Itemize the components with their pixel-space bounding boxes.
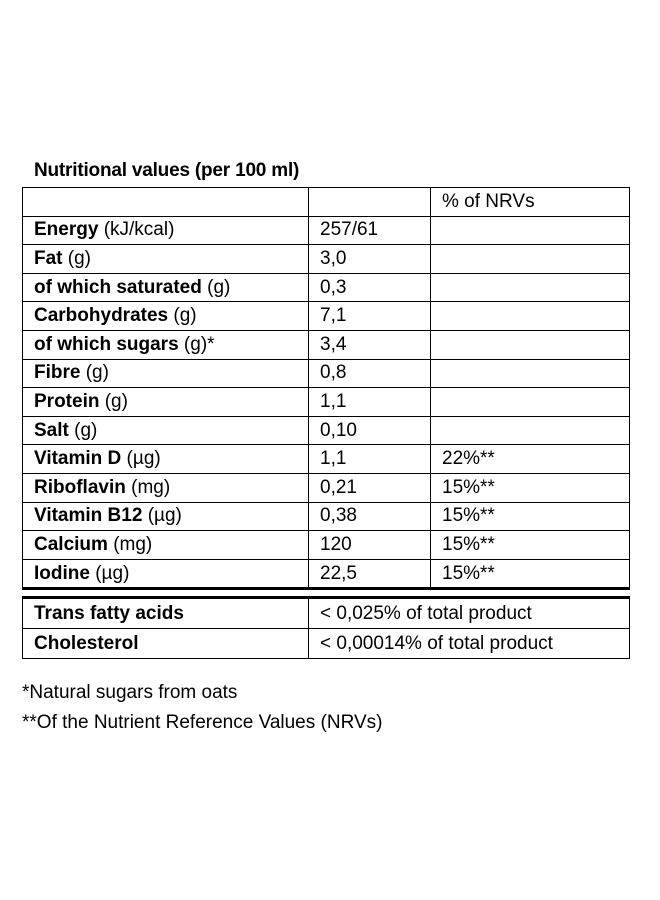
header-name-cell (22, 187, 309, 217)
nutrient-unit: (g) (168, 305, 197, 327)
footnote-nrv: **Of the Nutrient Reference Values (NRVs… (22, 712, 383, 733)
nutrient-name-cell: Fat (g) (22, 244, 309, 274)
nutrition-table: % of NRVs Energy (kJ/kcal) 257/61 Fat (g) 3… (22, 187, 630, 660)
nutrient-name-cell: of which sugars (g)* (22, 329, 309, 360)
separator-line (22, 587, 630, 600)
nutrient-nrv-cell: 22%** (430, 444, 630, 474)
table-row: Salt (g) 0,10 (22, 415, 630, 446)
nutrient-name-cell: Fibre (g) (22, 358, 309, 389)
nutrient-nrv-cell: 15%** (430, 501, 630, 532)
nutrient-name: Fibre (34, 362, 81, 384)
footnotes: *Natural sugars from oats **Of the Nutri… (22, 678, 382, 738)
nutrient-value-cell: 0,8 (308, 358, 431, 389)
nutrient-unit: (g) (80, 362, 109, 384)
nutrient-nrv-cell (430, 329, 630, 360)
nutrient-name-cell: Protein (g) (22, 387, 309, 417)
nutrient-value-cell: 3,0 (308, 244, 431, 274)
nutrient-name: Carbohydrates (34, 305, 169, 327)
nutrient-value-cell: 1,1 (308, 444, 431, 474)
table-row: Carbohydrates (g) 7,1 (22, 301, 630, 331)
table-row: Vitamin D (µg) 1,1 22%** (22, 444, 630, 474)
nutrient-name-cell: Riboflavin (mg) (22, 472, 309, 503)
table-row-extra: Trans fatty acids < 0,025% of total produ… (22, 597, 630, 630)
nutrient-nrv-cell (430, 244, 630, 274)
table-row: Energy (kJ/kcal) 257/61 (22, 215, 630, 246)
nutrient-unit: (µg) (121, 448, 161, 470)
header-row: % of NRVs (22, 187, 630, 217)
nutrient-name: Protein (34, 390, 100, 412)
nutrient-name: Salt (34, 419, 69, 441)
nutrient-name-cell: Carbohydrates (g) (22, 301, 309, 331)
nutrient-value-cell: 7,1 (308, 301, 431, 331)
nutrient-value-cell: 0,21 (308, 472, 431, 503)
table-row: Vitamin B12 (µg) 0,38 15%** (22, 501, 630, 532)
nutrient-name-cell: of which saturated (g) (22, 272, 309, 303)
table-row: Fibre (g) 0,8 (22, 358, 630, 389)
table-row-extra: Cholesterol < 0,00014% of total product (22, 628, 630, 660)
nutrient-nrv-cell (430, 358, 630, 389)
nutrient-unit: (g) (68, 419, 98, 441)
nutrient-nrv-cell (430, 272, 630, 303)
nutrient-name-cell: Vitamin D (µg) (22, 444, 309, 474)
nutrient-name-cell: Calcium (mg) (22, 530, 309, 560)
nutrient-unit: (g)* (178, 333, 215, 355)
nutrient-value-cell: 257/61 (308, 215, 431, 246)
table-row: Protein (g) 1,1 (22, 387, 630, 417)
nutrient-name-cell: Vitamin B12 (µg) (22, 501, 309, 532)
nutrient-unit: (g) (62, 247, 91, 269)
table-row: Iodine (µg) 22,5 15%** (22, 558, 630, 590)
nutrient-name: Vitamin B12 (34, 505, 143, 527)
nutrient-value-cell: 0,10 (308, 415, 431, 446)
nutrient-value-cell: 3,4 (308, 329, 431, 360)
nutrient-unit: (g) (201, 276, 231, 298)
extra-name-cell: Trans fatty acids (22, 597, 309, 630)
section-separator (22, 587, 630, 600)
nutrient-value-cell: 120 (308, 530, 431, 560)
nutrient-nrv-cell (430, 415, 630, 446)
table-row: Calcium (mg) 120 15%** (22, 530, 630, 560)
header-value-cell (308, 187, 431, 217)
nutrient-unit: (µg) (89, 562, 130, 584)
nutrient-unit: (kJ/kcal) (98, 219, 175, 241)
nutrient-name: Energy (34, 219, 99, 241)
nutrient-name-cell: Energy (kJ/kcal) (22, 215, 309, 246)
nutrient-name: Riboflavin (34, 476, 126, 498)
nutrient-value-cell: 0,3 (308, 272, 431, 303)
nutrient-nrv-cell: 15%** (430, 558, 630, 590)
extra-value-cell: < 0,00014% of total product (308, 628, 630, 660)
nutrient-name: Iodine (34, 562, 90, 584)
nutrient-nrv-cell: 15%** (430, 530, 630, 560)
nutrient-name: Fat (34, 247, 63, 269)
nutrient-unit: (mg) (125, 476, 171, 498)
nutrient-unit: (g) (99, 390, 128, 412)
nutrient-value-cell: 1,1 (308, 387, 431, 417)
table-row: Fat (g) 3,0 (22, 244, 630, 274)
nutrient-name: Calcium (34, 533, 108, 555)
table-row: of which saturated (g) 0,3 (22, 272, 630, 303)
nutrient-nrv-cell (430, 301, 630, 331)
nutrient-unit: (µg) (142, 505, 182, 527)
extra-value-cell: < 0,025% of total product (308, 597, 630, 630)
nutrient-name-cell: Salt (g) (22, 415, 309, 446)
table-row: Riboflavin (mg) 0,21 15%** (22, 472, 630, 503)
nutrient-nrv-cell: 15%** (430, 472, 630, 503)
table-row: of which sugars (g)* 3,4 (22, 329, 630, 360)
nutrient-name: of which sugars (34, 333, 179, 355)
nutrient-name-cell: Iodine (µg) (22, 558, 309, 590)
extra-name-cell: Cholesterol (22, 628, 309, 660)
footnote-sugars: *Natural sugars from oats (22, 682, 238, 703)
nutrient-value-cell: 22,5 (308, 558, 431, 590)
nutrient-name: Vitamin D (34, 448, 122, 470)
nutrient-name: of which saturated (34, 276, 202, 298)
nutrient-unit: (mg) (107, 533, 153, 555)
nutrient-value-cell: 0,38 (308, 501, 431, 532)
header-nrv-cell: % of NRVs (430, 187, 630, 217)
table-title: Nutritional values (per 100 ml) (34, 160, 300, 181)
nutrient-nrv-cell (430, 387, 630, 417)
nutrient-nrv-cell (430, 215, 630, 246)
